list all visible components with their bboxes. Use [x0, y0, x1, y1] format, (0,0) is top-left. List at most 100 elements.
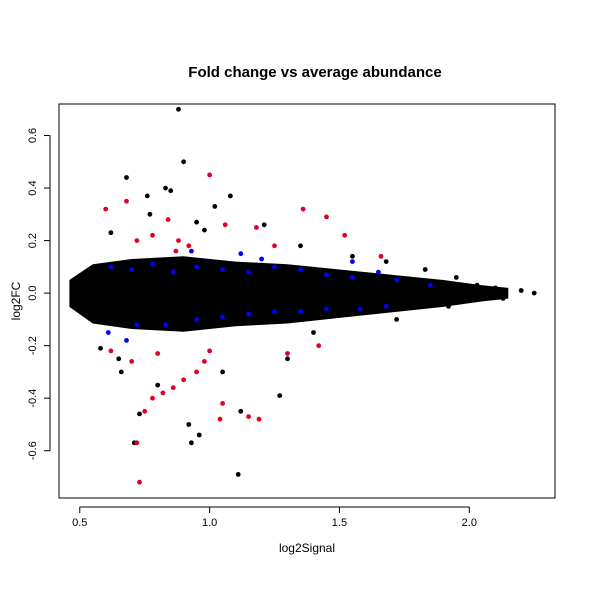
- data-point: [298, 267, 303, 272]
- data-point: [108, 264, 114, 270]
- y-tick-label: 0.4: [27, 180, 39, 195]
- data-point: [194, 369, 200, 375]
- plot-frame: [58, 103, 556, 499]
- data-point: [446, 303, 451, 309]
- data-point: [207, 348, 213, 354]
- data-point: [103, 206, 109, 212]
- data-point: [259, 256, 264, 262]
- y-tick-label: 0.0: [27, 285, 39, 300]
- data-point: [134, 322, 140, 327]
- data-point: [261, 222, 267, 228]
- data-point: [246, 414, 252, 419]
- data-point: [194, 317, 200, 322]
- y-tick-label: 0.2: [27, 233, 39, 248]
- data-point: [238, 408, 244, 414]
- data-point: [453, 275, 459, 280]
- x-tick-label: 0.5: [72, 517, 87, 529]
- y-tick-label: 0.6: [27, 128, 39, 143]
- data-point: [194, 219, 200, 225]
- data-point: [220, 267, 226, 272]
- data-point: [324, 306, 329, 312]
- data-point: [222, 222, 228, 228]
- data-point: [186, 243, 192, 249]
- data-point: [394, 317, 399, 322]
- data-point: [202, 227, 207, 233]
- data-point: [383, 259, 389, 264]
- data-point: [160, 390, 166, 396]
- data-point: [142, 408, 148, 414]
- x-tick-label: 2.0: [462, 517, 477, 529]
- data-point: [212, 204, 218, 209]
- data-point: [350, 275, 355, 280]
- data-point: [176, 106, 181, 112]
- data-point: [422, 267, 428, 272]
- data-point: [189, 440, 194, 446]
- data-point: [272, 264, 277, 270]
- data-point: [207, 172, 213, 178]
- data-point: [150, 261, 155, 267]
- data-point: [124, 175, 129, 180]
- data-point: [150, 232, 155, 238]
- data-point: [376, 269, 381, 275]
- y-tick-label: -0.6: [27, 441, 39, 460]
- data-point: [150, 395, 155, 401]
- data-point: [238, 251, 244, 257]
- data-point: [165, 217, 171, 223]
- x-tick-label: 1.0: [202, 517, 217, 529]
- data-point: [246, 269, 252, 275]
- data-point: [298, 243, 303, 249]
- data-point: [124, 338, 129, 343]
- data-point: [170, 269, 176, 275]
- data-point: [176, 238, 181, 244]
- data-point: [134, 238, 140, 244]
- data-point: [170, 385, 176, 391]
- data-point: [124, 198, 129, 204]
- data-point: [144, 193, 150, 199]
- data-point: [256, 416, 262, 422]
- data-point: [220, 314, 226, 320]
- data-points: [98, 106, 537, 485]
- data-point: [531, 290, 537, 296]
- data-point: [118, 369, 124, 375]
- data-point: [181, 377, 187, 383]
- data-point: [202, 359, 207, 364]
- data-point: [350, 253, 355, 259]
- data-point: [137, 411, 142, 417]
- data-point: [311, 330, 316, 335]
- data-point: [189, 248, 194, 254]
- density-band: [69, 256, 509, 332]
- data-point: [220, 369, 226, 375]
- data-point: [394, 277, 399, 283]
- data-point: [108, 348, 114, 354]
- y-axis: -0.6 -0.4 -0.2 0.0 0.2 0.4 0.6: [27, 128, 51, 460]
- data-point: [298, 309, 303, 314]
- chart-title: Fold change vs average abundance: [188, 64, 441, 81]
- data-point: [217, 416, 223, 422]
- y-axis-label: log2FC: [9, 281, 23, 320]
- series-2: [103, 172, 384, 485]
- data-point: [186, 422, 192, 427]
- data-point: [105, 330, 111, 335]
- data-point: [98, 345, 103, 351]
- y-tick-label: -0.2: [27, 336, 39, 355]
- data-point: [350, 259, 355, 264]
- data-point: [383, 303, 389, 309]
- data-point: [277, 393, 283, 398]
- y-tick-label: -0.4: [27, 389, 39, 408]
- data-point: [155, 382, 161, 388]
- data-point: [220, 401, 226, 406]
- data-point: [108, 230, 114, 236]
- data-point: [378, 253, 384, 259]
- data-point: [168, 188, 174, 194]
- data-point: [147, 211, 153, 217]
- series-1: [105, 248, 433, 343]
- data-point: [173, 248, 179, 254]
- data-point: [500, 296, 506, 301]
- data-point: [272, 309, 277, 314]
- data-point: [518, 288, 524, 293]
- data-point: [129, 359, 135, 364]
- data-point: [324, 272, 329, 278]
- data-point: [181, 159, 187, 165]
- data-point: [324, 214, 329, 220]
